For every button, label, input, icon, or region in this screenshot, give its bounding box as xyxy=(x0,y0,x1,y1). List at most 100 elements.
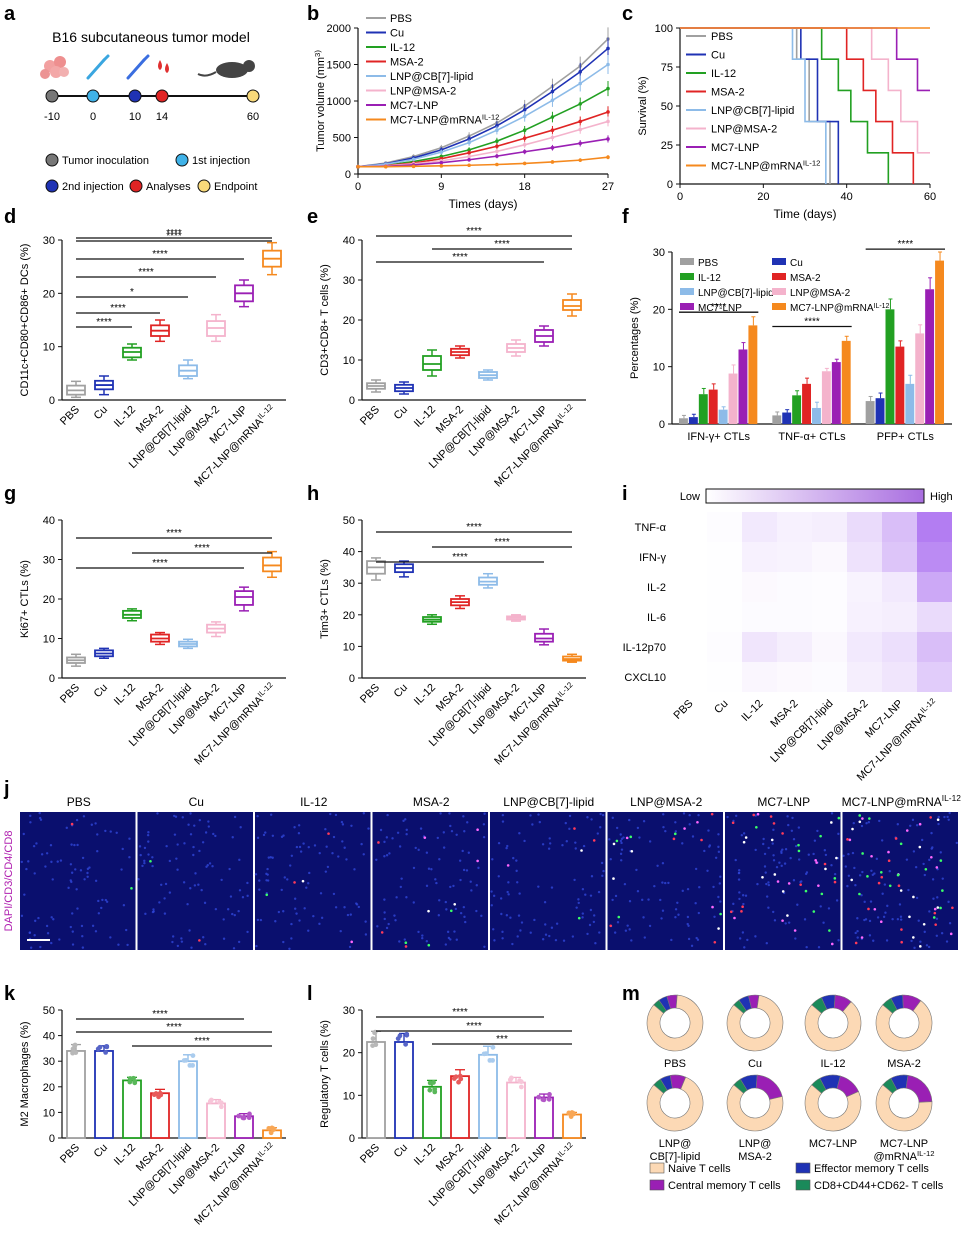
legend-swatch xyxy=(680,303,694,310)
nucleus-dot xyxy=(497,875,500,878)
legend-label: MC7-LNP@mRNAIL-12 xyxy=(711,158,820,173)
nucleus-dot xyxy=(39,945,42,949)
nucleus-dot xyxy=(948,811,951,815)
stain-dot xyxy=(696,820,699,824)
nucleus-dot xyxy=(67,886,70,890)
stain-dot xyxy=(761,875,764,879)
nucleus-dot xyxy=(928,858,931,862)
nucleus-dot xyxy=(898,903,902,906)
y-tick-label: 0 xyxy=(349,673,355,685)
box xyxy=(562,299,582,311)
nucleus-dot xyxy=(664,881,667,885)
nucleus-dot xyxy=(446,930,450,934)
nucleus-dot xyxy=(264,831,267,834)
nucleus-dot xyxy=(492,894,496,898)
nucleus-dot xyxy=(851,851,855,855)
survival-step-line xyxy=(680,27,930,154)
nucleus-dot xyxy=(868,919,872,923)
nucleus-dot xyxy=(246,881,249,885)
data-point xyxy=(495,124,499,128)
nucleus-dot xyxy=(29,821,32,824)
timepoint-label: 14 xyxy=(156,111,168,123)
x-tick-label: Cu xyxy=(92,682,110,700)
nucleus-dot xyxy=(318,922,321,926)
stain-dot xyxy=(912,936,915,939)
nucleus-dot xyxy=(600,861,604,865)
nucleus-dot xyxy=(835,899,839,902)
panel-letter-b: b xyxy=(307,3,319,25)
nucleus-dot xyxy=(507,893,510,896)
stain-dot xyxy=(887,850,890,854)
stain-dot xyxy=(833,880,837,884)
bar xyxy=(679,418,688,424)
nucleus-dot xyxy=(927,945,931,949)
replicate-point xyxy=(518,1079,524,1085)
nucleus-dot xyxy=(493,939,496,942)
nucleus-dot xyxy=(537,885,540,888)
stain-dot xyxy=(781,890,785,893)
micrograph-label: MC7-LNP xyxy=(757,795,810,809)
x-tick-label: PBS xyxy=(672,698,696,722)
nucleus-dot xyxy=(442,846,446,849)
color-scale-bar xyxy=(705,488,925,504)
nucleus-dot xyxy=(491,858,494,861)
micrograph-tile xyxy=(725,812,841,950)
nucleus-dot xyxy=(538,820,541,824)
stain-dot xyxy=(427,943,431,947)
nucleus-dot xyxy=(619,839,623,843)
nucleus-dot xyxy=(101,898,104,902)
nucleus-dot xyxy=(717,895,720,899)
nucleus-dot xyxy=(362,812,366,815)
donut-label: IL-12 xyxy=(820,1058,845,1070)
nucleus-dot xyxy=(754,814,757,817)
nucleus-dot xyxy=(434,878,437,881)
stain-dot xyxy=(851,827,854,831)
timeline-dot-analyses xyxy=(155,89,169,103)
stain-dot xyxy=(887,859,891,863)
legend-swatch xyxy=(795,1179,811,1191)
nucleus-dot xyxy=(75,818,79,822)
nucleus-dot xyxy=(297,824,301,827)
stain-dot xyxy=(866,875,869,878)
nucleus-dot xyxy=(69,879,72,882)
replicate-point xyxy=(536,1094,542,1100)
nucleus-dot xyxy=(176,843,179,846)
nucleus-dot xyxy=(686,915,690,919)
nucleus-dot xyxy=(772,910,775,914)
x-tick-label: 27 xyxy=(602,181,614,193)
nucleus-dot xyxy=(647,898,650,901)
nucleus-dot xyxy=(32,844,36,848)
nucleus-dot xyxy=(94,822,97,825)
nucleus-dot xyxy=(267,856,270,859)
nucleus-dot xyxy=(763,852,767,856)
data-point xyxy=(411,157,416,162)
nucleus-dot xyxy=(96,833,99,836)
nucleus-dot xyxy=(620,841,623,845)
stain-dot xyxy=(769,815,773,818)
nucleus-dot xyxy=(454,907,458,911)
stain-dot xyxy=(812,910,816,913)
nucleus-dot xyxy=(76,843,79,847)
nucleus-dot xyxy=(25,867,28,871)
nucleus-dot xyxy=(258,879,261,882)
nucleus-dot xyxy=(734,814,738,818)
nucleus-dot xyxy=(677,913,680,916)
legend-label: Effector memory T cells xyxy=(814,1163,929,1175)
chart-b-tumor-volume: 0 500 1000 1500 2000 Tumor volume (mm3) 0 9 18 27… xyxy=(313,13,615,211)
nucleus-dot xyxy=(308,871,311,875)
stain-dot xyxy=(823,862,827,866)
nucleus-dot xyxy=(438,899,441,902)
stain-dot xyxy=(848,838,852,842)
nucleus-dot xyxy=(568,814,572,818)
panel-letter-m: m xyxy=(622,983,640,1005)
donut-slice xyxy=(646,994,704,1052)
legend-label: PBS xyxy=(390,13,412,25)
panel-a-title: B16 subcutaneous tumor model xyxy=(52,29,250,45)
replicate-point xyxy=(72,1042,78,1048)
nucleus-dot xyxy=(158,901,161,904)
nucleus-dot xyxy=(507,881,510,884)
nucleus-dot xyxy=(33,872,36,875)
nucleus-dot xyxy=(238,858,241,862)
heatmap-cell xyxy=(707,512,742,542)
nucleus-dot xyxy=(160,883,163,886)
